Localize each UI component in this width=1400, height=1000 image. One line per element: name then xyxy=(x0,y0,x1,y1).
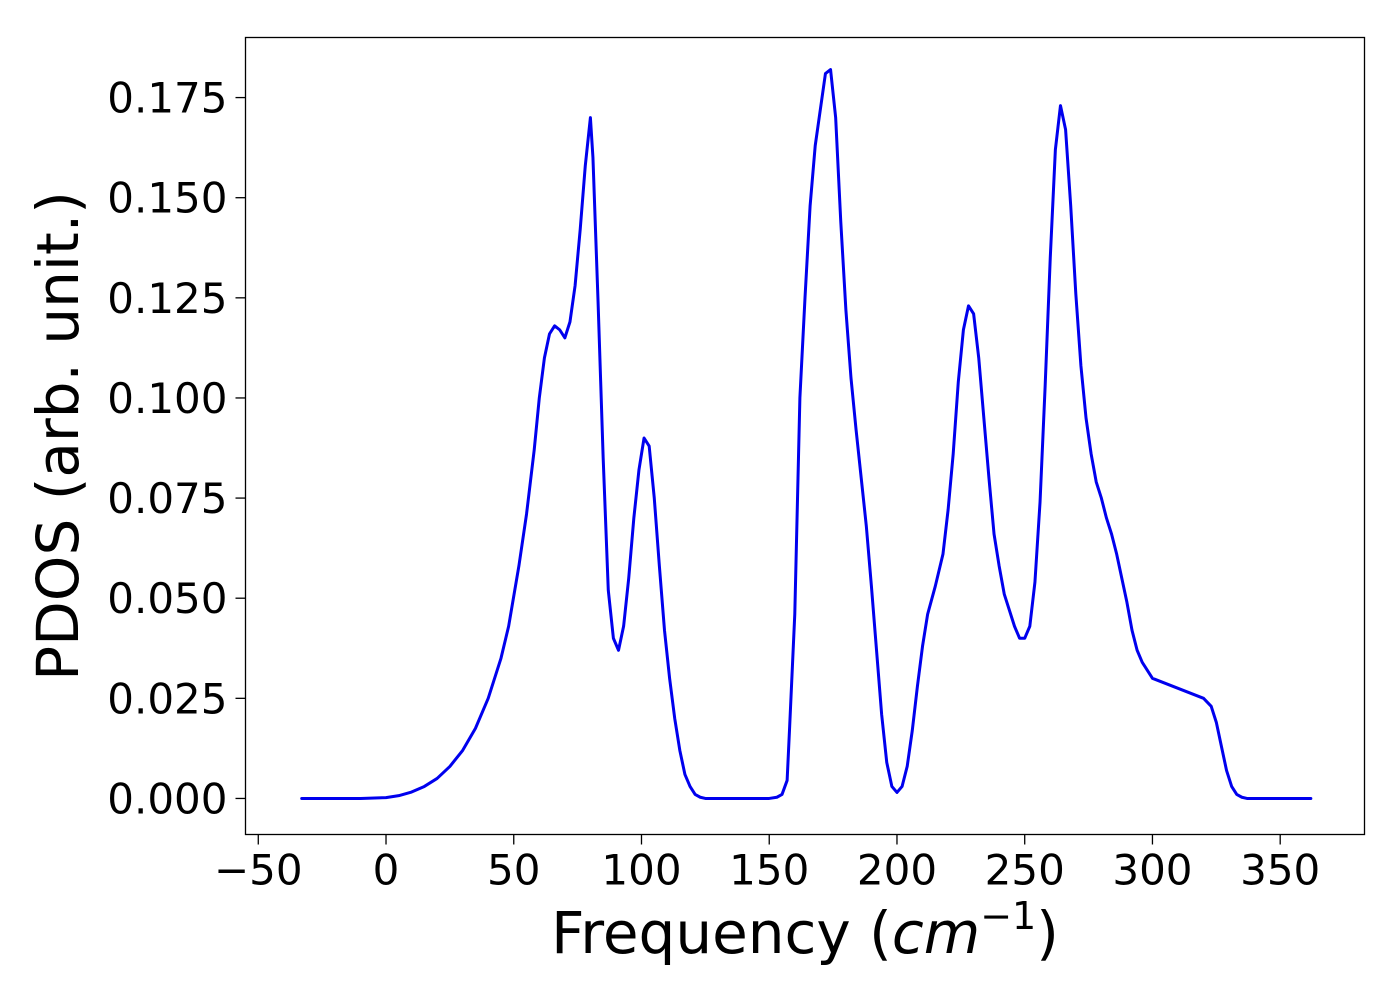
y-tick-label: 0.025 xyxy=(107,674,227,723)
x-tick-label: 200 xyxy=(857,846,937,895)
plot-frame xyxy=(244,36,1366,836)
pdos-line xyxy=(300,68,1313,800)
x-tick-label: 300 xyxy=(1112,846,1192,895)
x-tick-label: 50 xyxy=(487,846,540,895)
y-tick-label: 0.050 xyxy=(107,574,227,623)
x-tick-label: 100 xyxy=(601,846,681,895)
y-tick-label: 0.175 xyxy=(107,74,227,123)
y-tick-label: 0.000 xyxy=(107,774,227,823)
y-tick-label: 0.150 xyxy=(107,174,227,223)
x-tick-label: 150 xyxy=(729,846,809,895)
y-axis-title: PDOS (arb. unit.) xyxy=(24,191,92,681)
y-tick-label: 0.075 xyxy=(107,474,227,523)
y-tick-label: 0.100 xyxy=(107,374,227,423)
x-axis: −50 0 50 100 150 200 250 300 350 xyxy=(214,834,1320,895)
x-tick-label: 350 xyxy=(1240,846,1320,895)
x-axis-title: Frequency (cm−1) xyxy=(551,894,1059,967)
y-tick-label: 0.125 xyxy=(107,274,227,323)
series-layer xyxy=(300,68,1313,800)
x-tick-label: 0 xyxy=(373,846,400,895)
x-tick-label: 250 xyxy=(985,846,1065,895)
y-axis: 0.000 0.025 0.050 0.075 0.100 0.125 0.150 0.175 xyxy=(107,74,246,823)
x-tick-label: −50 xyxy=(214,846,303,895)
